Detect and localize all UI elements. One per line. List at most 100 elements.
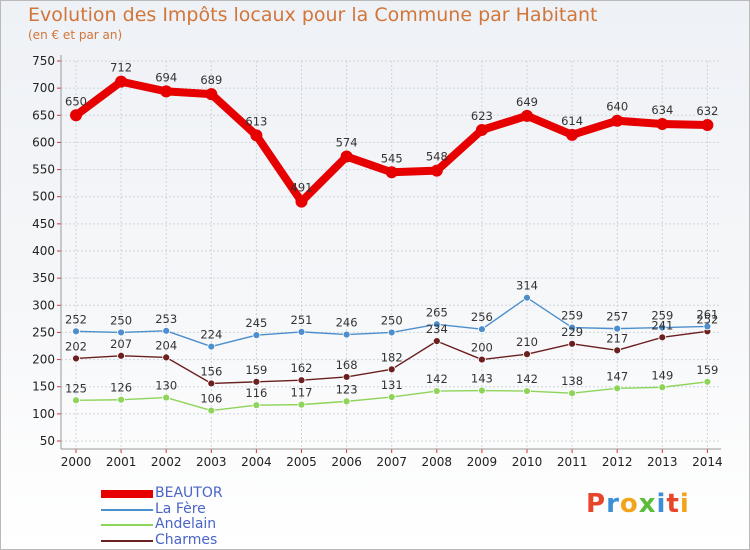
x-tick-label-2005: 2005 xyxy=(286,455,317,469)
legend-label: Charmes xyxy=(155,531,218,548)
y-tick-label-150: 150 xyxy=(32,380,55,394)
data-label-andelain-2009: 143 xyxy=(471,372,493,386)
data-label-charmes-2004: 159 xyxy=(245,363,267,377)
data-label-charmes-2006: 168 xyxy=(336,358,358,372)
data-point-charmes-2013 xyxy=(658,333,667,342)
data-label-andelain-2010: 142 xyxy=(516,372,538,386)
series-la-f-re xyxy=(72,293,712,351)
x-tick-label-2001: 2001 xyxy=(106,455,137,469)
data-label-charmes-2011: 229 xyxy=(561,325,583,339)
y-tick-label-50: 50 xyxy=(40,434,55,448)
y-tick-label-100: 100 xyxy=(32,407,55,421)
y-tick-label-350: 350 xyxy=(32,271,55,285)
legend-swatch xyxy=(101,539,153,542)
data-point-charmes-2005 xyxy=(297,376,306,385)
data-point-charmes-2007 xyxy=(387,365,396,374)
data-label-la-f-re-2004: 245 xyxy=(245,316,267,330)
data-label-la-f-re-2005: 251 xyxy=(291,313,313,327)
series-charmes xyxy=(72,327,712,388)
x-tick-label-2014: 2014 xyxy=(692,455,723,469)
data-label-beautor-2013: 634 xyxy=(651,103,673,117)
data-label-charmes-2012: 217 xyxy=(606,331,628,345)
x-tick-label-2007: 2007 xyxy=(376,455,407,469)
data-point-beautor-2006 xyxy=(340,150,353,163)
data-point-charmes-2008 xyxy=(432,337,441,346)
data-point-la-f-re-2000 xyxy=(72,327,80,336)
x-tick-label-2003: 2003 xyxy=(196,455,227,469)
data-label-charmes-2008: 234 xyxy=(426,322,448,336)
data-label-beautor-2000: 650 xyxy=(65,94,87,108)
data-label-la-f-re-2013: 259 xyxy=(651,309,673,323)
data-point-beautor-2009 xyxy=(475,123,488,136)
data-point-andelain-2014 xyxy=(703,377,712,386)
data-point-beautor-2004 xyxy=(250,129,263,142)
data-point-la-f-re-2005 xyxy=(297,327,306,336)
x-tick-label-2013: 2013 xyxy=(647,455,678,469)
legend-label: La Fère xyxy=(155,500,206,517)
data-label-beautor-2001: 712 xyxy=(110,61,132,75)
logo-letter: x xyxy=(638,489,657,519)
data-point-andelain-2013 xyxy=(658,383,667,392)
data-label-andelain-2004: 116 xyxy=(245,386,267,400)
data-label-andelain-2007: 131 xyxy=(381,378,403,392)
data-point-charmes-2009 xyxy=(477,355,486,364)
logo-letter: P xyxy=(586,489,607,519)
data-label-la-f-re-2000: 252 xyxy=(65,312,87,326)
data-point-charmes-2003 xyxy=(207,379,216,388)
data-point-andelain-2003 xyxy=(207,406,216,415)
data-label-charmes-2005: 162 xyxy=(291,361,313,375)
y-tick-label-600: 600 xyxy=(32,135,55,149)
data-point-beautor-2003 xyxy=(205,88,218,101)
x-tick-label-2002: 2002 xyxy=(151,455,182,469)
data-point-beautor-2001 xyxy=(115,75,128,88)
data-point-la-f-re-2008 xyxy=(432,320,441,329)
data-label-beautor-2004: 613 xyxy=(245,114,267,128)
data-point-la-f-re-2003 xyxy=(207,342,216,351)
data-point-la-f-re-2006 xyxy=(342,330,351,339)
data-label-la-f-re-2003: 224 xyxy=(200,328,222,342)
data-point-beautor-2010 xyxy=(521,109,533,122)
data-point-andelain-2004 xyxy=(252,401,261,410)
logo-letter: i xyxy=(679,489,690,519)
data-point-charmes-2004 xyxy=(252,377,261,386)
data-label-beautor-2006: 574 xyxy=(336,136,358,150)
data-label-beautor-2014: 632 xyxy=(696,104,718,118)
legend-swatch xyxy=(101,524,153,526)
data-point-la-f-re-2014 xyxy=(703,322,712,331)
data-label-la-f-re-2009: 256 xyxy=(471,310,493,324)
data-label-andelain-2014: 159 xyxy=(696,363,718,377)
data-label-la-f-re-2012: 257 xyxy=(606,310,628,324)
data-label-andelain-2005: 117 xyxy=(291,386,313,400)
x-tick-label-2008: 2008 xyxy=(422,455,453,469)
data-point-charmes-2010 xyxy=(523,350,531,359)
data-point-charmes-2012 xyxy=(613,346,622,355)
data-point-beautor-2002 xyxy=(160,85,173,98)
data-label-la-f-re-2007: 250 xyxy=(381,313,403,327)
data-label-andelain-2001: 126 xyxy=(110,381,132,395)
logo-letter: t xyxy=(666,489,680,519)
data-label-beautor-2005: 491 xyxy=(291,181,313,195)
data-point-andelain-2006 xyxy=(342,397,351,406)
x-tick-label-2011: 2011 xyxy=(557,455,588,469)
data-label-andelain-2006: 123 xyxy=(336,382,358,396)
data-label-andelain-2012: 147 xyxy=(606,369,628,383)
data-point-andelain-2008 xyxy=(432,387,441,395)
data-point-andelain-2005 xyxy=(297,400,306,409)
data-point-beautor-2014 xyxy=(701,119,714,132)
data-point-andelain-2000 xyxy=(72,396,80,405)
data-point-beautor-2008 xyxy=(430,164,443,177)
logo-letter: r xyxy=(606,489,620,519)
legend-swatch xyxy=(101,508,153,511)
data-point-andelain-2011 xyxy=(568,389,576,398)
x-tick-label-2004: 2004 xyxy=(241,455,272,469)
data-label-charmes-2000: 202 xyxy=(65,339,87,353)
data-point-beautor-2011 xyxy=(566,128,579,141)
data-label-charmes-2007: 182 xyxy=(381,350,403,364)
legend-label: BEAUTOR xyxy=(155,485,223,501)
data-point-charmes-2001 xyxy=(117,351,125,360)
data-point-la-f-re-2009 xyxy=(477,325,486,334)
data-point-andelain-2009 xyxy=(477,386,486,395)
data-label-charmes-2003: 156 xyxy=(200,364,222,378)
y-tick-label-650: 650 xyxy=(32,108,55,122)
